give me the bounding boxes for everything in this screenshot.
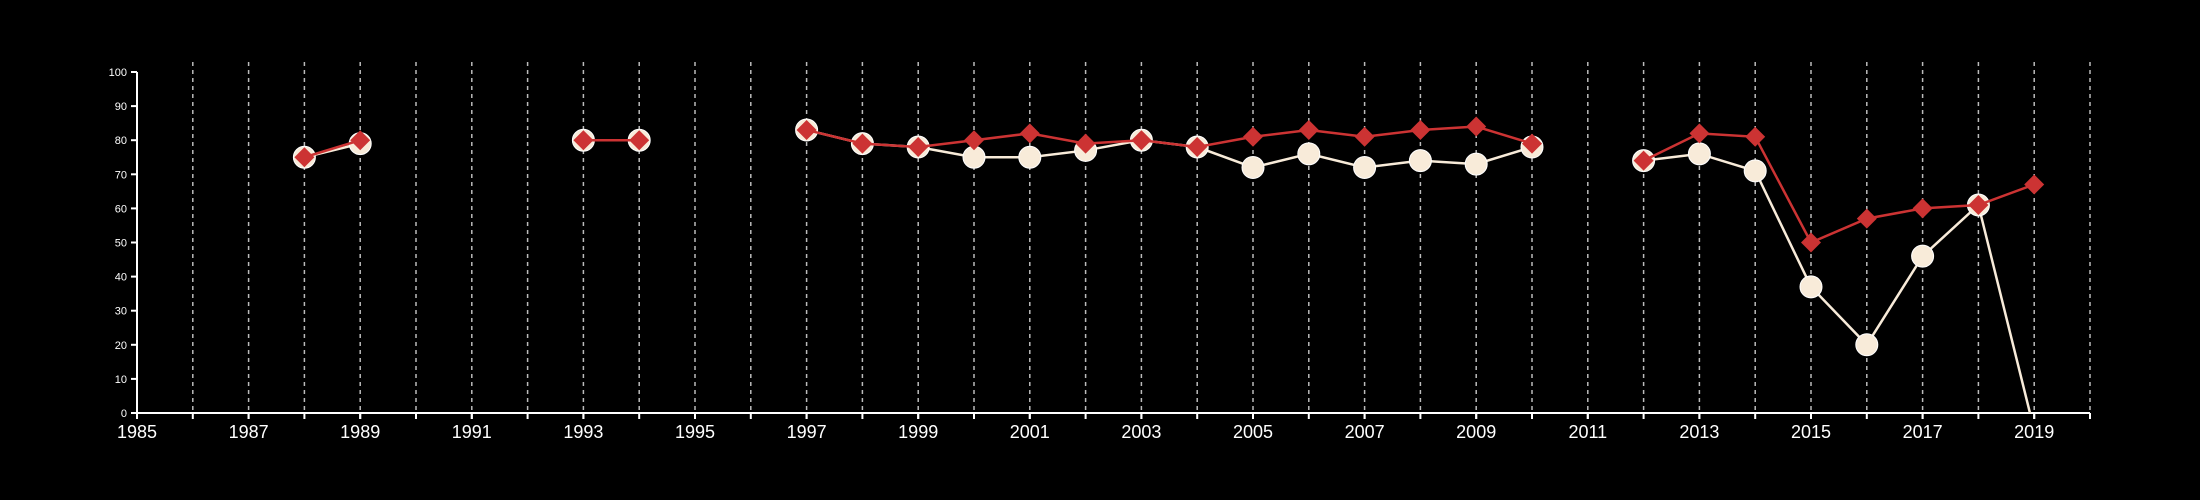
series-cream-point-2006 [1297,142,1321,166]
y-tick-label-20: 20 [115,340,127,352]
y-tick-label-80: 80 [115,135,127,147]
series-red-point-1997 [796,119,817,140]
y-tick-label-30: 30 [115,306,127,318]
series-red-point-2010 [1522,133,1542,154]
series-cream-point-2007 [1353,155,1377,179]
series-red-point-2018 [1968,194,1989,215]
x-tick-label-2003: 2003 [1121,422,1161,442]
y-tick-label-90: 90 [115,101,127,113]
series-cream-point-2013 [1687,142,1711,166]
x-tick-label-1987: 1987 [229,422,269,442]
series-red-point-1998 [852,133,873,154]
x-tick-label-1995: 1995 [675,422,715,442]
series-red-point-2016 [1856,208,1877,229]
series-cream-point-2014 [1743,159,1767,183]
series-red-point-2009 [1466,116,1487,137]
x-tick-label-2007: 2007 [1345,422,1385,442]
series-red-point-2005 [1243,126,1263,147]
x-tick-label-1999: 1999 [898,422,938,442]
series-red-point-1988 [294,147,315,168]
x-tick-label-2005: 2005 [1233,422,1273,442]
vertical-gridlines [192,62,2091,413]
series-red-point-2019 [2024,174,2045,195]
series-red-point-2001 [1019,123,1040,144]
x-tick-label-2015: 2015 [1791,422,1831,442]
x-tick-label-2017: 2017 [1903,422,1943,442]
series-red-point-2014 [1745,126,1766,147]
series-red-point-2002 [1075,133,1096,154]
series-cream-point-2017 [1911,244,1935,268]
series-red-point-2006 [1298,119,1319,140]
series-cream-point-2015 [1799,275,1823,299]
series-red-point-2008 [1410,119,1431,140]
series-red-line-segment-0 [304,139,361,159]
series-red-point-1994 [629,130,650,151]
series-red-point-2000 [964,130,984,151]
x-tick-label-2001: 2001 [1010,422,1050,442]
y-tick-label-70: 70 [115,169,127,181]
series-cream-point-2009 [1464,152,1488,176]
series-cream-point-2005 [1241,155,1265,179]
y-tick-label-0: 0 [121,408,127,420]
series-red-point-1989 [350,130,371,151]
x-tick-label-1997: 1997 [787,422,827,442]
series-red-point-2007 [1354,126,1375,147]
series-cream-point-2016 [1855,333,1879,357]
series-red-point-2013 [1689,123,1710,144]
x-tick-label-2019: 2019 [2014,422,2054,442]
tick-labels: 1985 1987 1989 1991 1993 1995 1997 1999 2001 2003… [109,67,2055,442]
series-red-point-2012 [1633,150,1654,171]
y-tick-label-60: 60 [115,203,127,215]
series-red-line-segment-2 [806,125,1533,149]
y-tick-label-100: 100 [109,67,127,79]
x-tick-label-1985: 1985 [117,422,157,442]
x-tick-label-2011: 2011 [1568,422,1607,442]
series-red-point-2004 [1187,137,1208,158]
y-tick-label-40: 40 [115,272,127,284]
x-tick-label-1989: 1989 [340,422,380,442]
series-cream-point-2001 [1018,145,1042,169]
x-tick-label-1993: 1993 [563,422,603,442]
series-red-point-1993 [573,130,594,151]
x-tick-label-2013: 2013 [1679,422,1719,442]
x-tick-label-2009: 2009 [1456,422,1496,442]
tick-marks [131,71,2091,419]
series-cream-point-2008 [1408,149,1432,173]
series-red-point-2017 [1912,198,1933,219]
x-tick-label-1991: 1991 [452,422,492,442]
y-tick-label-10: 10 [115,374,127,386]
series-red-point-1999 [908,137,929,158]
series-red [294,116,2045,253]
series-red-point-2003 [1131,130,1152,151]
series-red-point-2015 [1801,232,1821,253]
y-tick-label-50: 50 [115,238,127,250]
